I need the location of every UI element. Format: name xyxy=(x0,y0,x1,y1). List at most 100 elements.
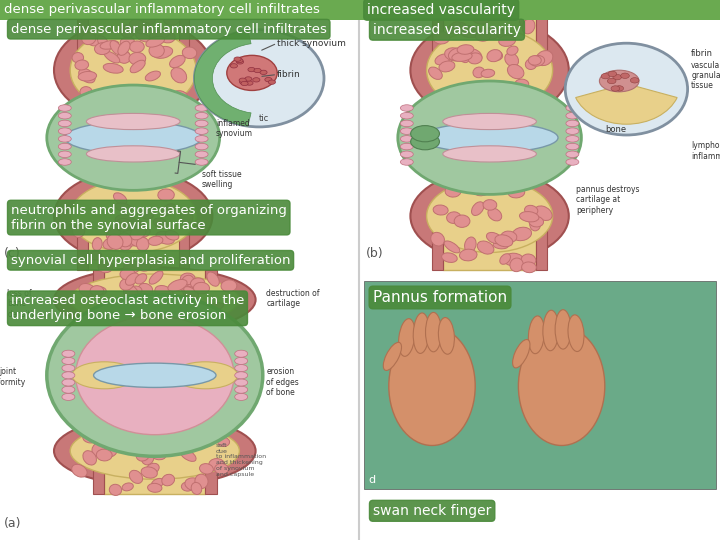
Ellipse shape xyxy=(525,205,538,215)
Ellipse shape xyxy=(130,470,143,483)
Ellipse shape xyxy=(566,112,579,119)
Ellipse shape xyxy=(112,312,122,327)
Ellipse shape xyxy=(70,179,196,252)
Ellipse shape xyxy=(62,379,75,386)
Ellipse shape xyxy=(195,120,208,127)
Ellipse shape xyxy=(494,97,506,110)
Ellipse shape xyxy=(92,443,107,457)
Ellipse shape xyxy=(566,128,579,134)
Ellipse shape xyxy=(62,357,75,364)
Text: (c): (c) xyxy=(4,247,20,260)
Ellipse shape xyxy=(72,362,137,389)
Ellipse shape xyxy=(207,272,220,286)
Ellipse shape xyxy=(472,14,490,24)
Ellipse shape xyxy=(400,105,413,111)
Ellipse shape xyxy=(83,451,96,465)
Text: soft
due
to inflammation
and thickening
of synovium
and capsule: soft due to inflammation and thickening … xyxy=(216,443,266,477)
Ellipse shape xyxy=(246,81,253,85)
Ellipse shape xyxy=(460,25,482,38)
Ellipse shape xyxy=(72,464,87,477)
Ellipse shape xyxy=(235,386,248,393)
Ellipse shape xyxy=(435,54,450,65)
Ellipse shape xyxy=(500,254,510,264)
Ellipse shape xyxy=(447,22,460,33)
Ellipse shape xyxy=(86,146,180,162)
Ellipse shape xyxy=(445,48,464,61)
Ellipse shape xyxy=(476,95,491,107)
Ellipse shape xyxy=(199,433,213,443)
Ellipse shape xyxy=(483,28,500,39)
Ellipse shape xyxy=(235,372,248,379)
Ellipse shape xyxy=(181,208,193,224)
Ellipse shape xyxy=(215,463,228,475)
Ellipse shape xyxy=(127,220,145,229)
Ellipse shape xyxy=(58,112,71,119)
Ellipse shape xyxy=(149,44,164,57)
Ellipse shape xyxy=(107,421,123,436)
Ellipse shape xyxy=(487,232,502,244)
Ellipse shape xyxy=(445,185,461,197)
FancyBboxPatch shape xyxy=(443,230,536,270)
Ellipse shape xyxy=(410,126,439,142)
Ellipse shape xyxy=(269,80,276,84)
Ellipse shape xyxy=(457,45,474,55)
Text: synovial cell hyperplasia and proliferation: synovial cell hyperplasia and proliferat… xyxy=(11,254,290,267)
Ellipse shape xyxy=(79,284,96,297)
Ellipse shape xyxy=(421,123,558,152)
Ellipse shape xyxy=(240,80,247,84)
Ellipse shape xyxy=(120,268,135,280)
Ellipse shape xyxy=(86,113,180,130)
Ellipse shape xyxy=(97,36,108,48)
Ellipse shape xyxy=(528,316,544,354)
Ellipse shape xyxy=(70,28,196,112)
Ellipse shape xyxy=(615,86,624,91)
Ellipse shape xyxy=(89,251,102,260)
Ellipse shape xyxy=(54,416,256,486)
Text: pannus destroys
cartilage at
periphery: pannus destroys cartilage at periphery xyxy=(576,185,639,215)
Ellipse shape xyxy=(195,105,208,111)
Ellipse shape xyxy=(248,68,255,72)
Ellipse shape xyxy=(136,448,150,461)
Ellipse shape xyxy=(54,170,212,262)
Ellipse shape xyxy=(123,227,136,240)
Ellipse shape xyxy=(400,159,413,165)
Ellipse shape xyxy=(72,52,84,63)
Ellipse shape xyxy=(115,214,135,225)
Ellipse shape xyxy=(47,85,220,190)
Ellipse shape xyxy=(508,64,524,79)
Ellipse shape xyxy=(410,170,569,262)
Text: increased vascularity: increased vascularity xyxy=(373,23,521,37)
Ellipse shape xyxy=(518,327,605,446)
Circle shape xyxy=(194,30,324,127)
Ellipse shape xyxy=(143,16,156,25)
Ellipse shape xyxy=(426,312,441,352)
Ellipse shape xyxy=(58,159,71,165)
Text: dense perivascular inflammatory cell infiltrates: dense perivascular inflammatory cell inf… xyxy=(11,23,327,36)
Ellipse shape xyxy=(400,136,413,142)
Ellipse shape xyxy=(426,179,553,252)
Ellipse shape xyxy=(459,249,477,261)
Ellipse shape xyxy=(94,363,216,388)
Ellipse shape xyxy=(443,146,536,162)
Ellipse shape xyxy=(483,200,497,210)
Text: vascular
granulation
tissue: vascular granulation tissue xyxy=(691,60,720,91)
Ellipse shape xyxy=(107,228,121,239)
Ellipse shape xyxy=(163,293,176,304)
Ellipse shape xyxy=(141,467,158,478)
Ellipse shape xyxy=(438,318,454,354)
Ellipse shape xyxy=(132,306,148,315)
Ellipse shape xyxy=(58,151,71,158)
Ellipse shape xyxy=(120,278,134,291)
Ellipse shape xyxy=(172,91,187,100)
Ellipse shape xyxy=(78,71,96,81)
Ellipse shape xyxy=(180,449,196,461)
Ellipse shape xyxy=(130,286,142,295)
Ellipse shape xyxy=(145,71,161,81)
Ellipse shape xyxy=(631,78,639,83)
Ellipse shape xyxy=(98,261,113,273)
Ellipse shape xyxy=(62,386,75,393)
Ellipse shape xyxy=(466,49,482,62)
Ellipse shape xyxy=(193,424,207,435)
Ellipse shape xyxy=(137,99,158,110)
Ellipse shape xyxy=(184,284,201,296)
